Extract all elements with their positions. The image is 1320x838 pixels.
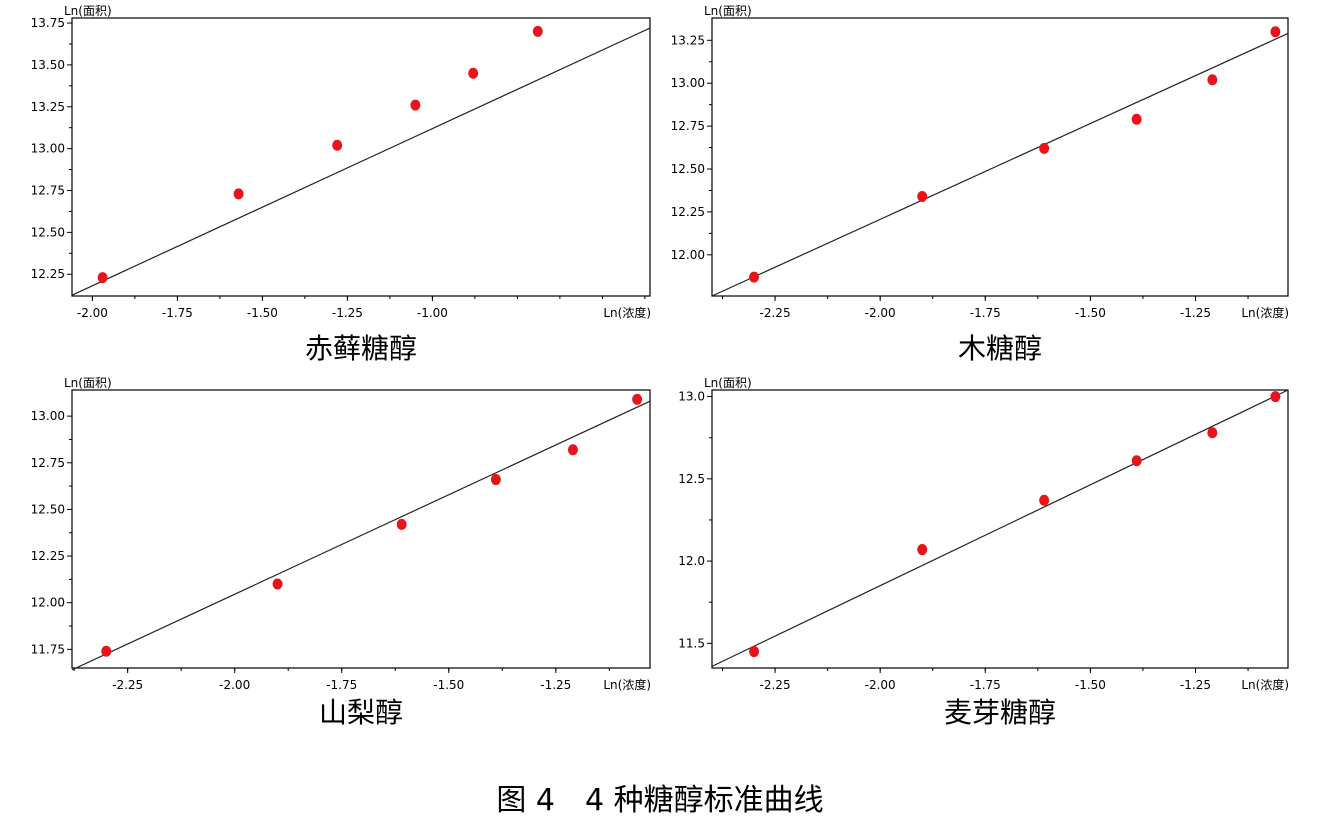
y-tick-label: 11.75 <box>31 642 65 656</box>
y-tick-label: 13.25 <box>671 33 705 47</box>
data-point <box>490 474 501 486</box>
data-point <box>1270 26 1281 38</box>
data-point <box>396 518 407 530</box>
data-point <box>1270 391 1281 403</box>
fit-line <box>71 27 651 296</box>
x-axis-label: Ln(浓度) <box>1241 305 1289 320</box>
x-tick-label: -1.50 <box>433 678 464 692</box>
plot-frame <box>71 17 651 297</box>
y-tick-label: 13.00 <box>671 76 705 90</box>
chart-panel-4: 11.5 12.0 12.5 13.0 -2.25 -2.00 -1.75 -1.50 -1.2… <box>678 376 1289 729</box>
x-tick-label: -1.75 <box>326 678 357 692</box>
x-tick-label: -2.25 <box>760 678 791 692</box>
chart-title: 山梨醇 <box>319 696 403 729</box>
data-point <box>749 646 760 658</box>
data-point <box>1039 142 1050 154</box>
x-tick-label: -1.25 <box>1180 678 1211 692</box>
data-point <box>233 188 244 200</box>
y-tick-label: 12.25 <box>671 205 705 219</box>
x-tick-label: -1.00 <box>417 306 448 320</box>
x-tick-label: -1.25 <box>332 306 363 320</box>
y-axis-label: Ln(面积) <box>64 376 112 390</box>
y-tick-label: 12.50 <box>31 225 65 239</box>
data-point <box>332 139 343 151</box>
x-tick-label: -2.00 <box>865 306 896 320</box>
fit-line <box>711 389 1289 667</box>
plot-frame <box>711 17 1289 297</box>
data-point <box>101 645 112 657</box>
x-axis-label: Ln(浓度) <box>1241 677 1289 692</box>
chart-panel-3: 11.75 12.00 12.25 12.50 12.75 13.00 -2.25 -2.00… <box>31 376 651 729</box>
x-tick-label: -1.50 <box>247 306 278 320</box>
y-tick-label: 12.25 <box>31 549 65 563</box>
data-point <box>1039 494 1050 506</box>
x-axis-label: Ln(浓度) <box>603 677 651 692</box>
y-tick-label: 12.50 <box>671 162 705 176</box>
data-point <box>749 271 760 283</box>
y-tick-label: 12.00 <box>671 248 705 262</box>
y-tick-label: 11.5 <box>678 636 705 650</box>
x-tick-label: -1.25 <box>540 678 571 692</box>
y-tick-label: 12.5 <box>678 472 705 486</box>
fit-line <box>711 32 1289 297</box>
x-tick-label: -2.25 <box>760 306 791 320</box>
data-point <box>272 578 283 590</box>
y-tick-label: 13.25 <box>31 100 65 114</box>
data-point <box>1131 455 1142 467</box>
y-tick-label: 13.00 <box>31 142 65 156</box>
y-tick-label: 12.75 <box>671 119 705 133</box>
y-tick-label: 13.00 <box>31 409 65 423</box>
data-point <box>917 544 928 556</box>
x-tick-label: -1.75 <box>162 306 193 320</box>
y-axis-label: Ln(面积) <box>704 4 752 18</box>
y-axis-label: Ln(面积) <box>704 376 752 390</box>
y-tick-label: 12.0 <box>678 554 705 568</box>
data-point <box>410 99 421 111</box>
x-tick-label: -1.50 <box>1075 678 1106 692</box>
data-point <box>1207 74 1218 86</box>
data-point <box>1131 113 1142 125</box>
y-tick-label: 12.75 <box>31 183 65 197</box>
data-point <box>1207 427 1218 439</box>
y-tick-label: 12.50 <box>31 502 65 516</box>
data-point <box>632 393 643 405</box>
x-tick-label: -2.00 <box>865 678 896 692</box>
y-tick-label: 13.0 <box>678 390 705 404</box>
chart-title: 赤藓糖醇 <box>305 332 417 365</box>
y-tick-label: 12.25 <box>31 267 65 281</box>
fit-line <box>71 400 651 671</box>
plot-frame <box>711 389 1289 669</box>
data-point <box>917 190 928 202</box>
data-point <box>468 67 479 79</box>
chart-title: 麦芽糖醇 <box>944 696 1056 729</box>
x-tick-label: -2.00 <box>219 678 250 692</box>
chart-panel-2: 12.00 12.25 12.50 12.75 13.00 13.25 -2.25 -2.00… <box>671 4 1289 365</box>
x-tick-label: -1.75 <box>970 678 1001 692</box>
figure-canvas: 12.25 12.50 12.75 13.00 13.25 13.50 13.75 -2.00… <box>31 4 1289 729</box>
y-tick-label: 12.00 <box>31 596 65 610</box>
x-tick-label: -1.50 <box>1075 306 1106 320</box>
x-tick-label: -1.75 <box>970 306 1001 320</box>
chart-panel-1: 12.25 12.50 12.75 13.00 13.25 13.50 13.75 -2.00… <box>31 4 651 365</box>
y-axis-label: Ln(面积) <box>64 4 112 18</box>
x-tick-label: -1.25 <box>1180 306 1211 320</box>
x-tick-label: -2.25 <box>112 678 143 692</box>
data-point <box>532 25 543 37</box>
plot-frame <box>71 389 651 669</box>
x-axis-label: Ln(浓度) <box>603 305 651 320</box>
data-point <box>97 272 108 284</box>
data-point <box>567 444 578 456</box>
figure-caption: 图 4 4 种糖醇标准曲线 <box>496 783 824 818</box>
y-tick-label: 13.75 <box>31 16 65 30</box>
chart-title: 木糖醇 <box>958 332 1042 365</box>
x-tick-label: -2.00 <box>77 306 108 320</box>
y-tick-label: 13.50 <box>31 58 65 72</box>
y-tick-label: 12.75 <box>31 456 65 470</box>
